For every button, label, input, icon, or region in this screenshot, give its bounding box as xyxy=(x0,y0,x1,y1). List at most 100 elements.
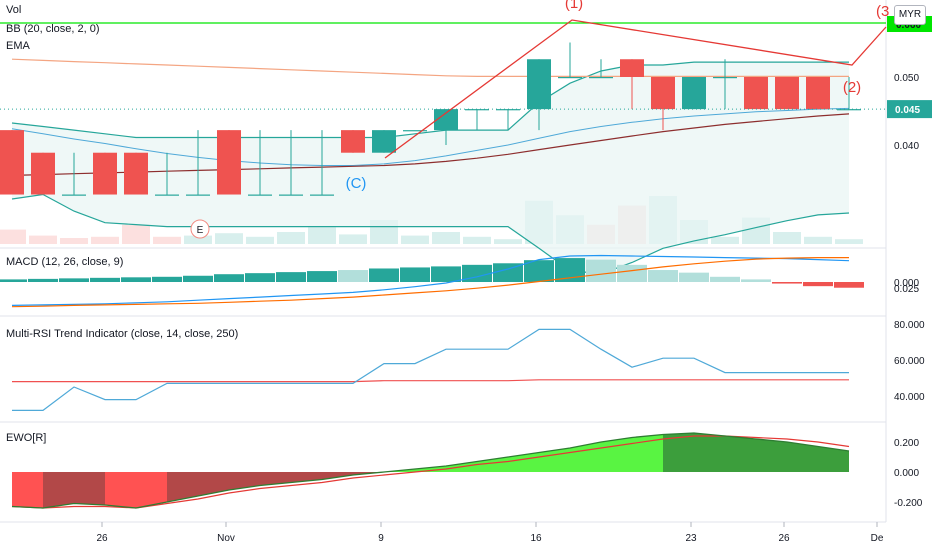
volume-bar xyxy=(0,229,26,244)
time-tick-label: 23 xyxy=(685,533,697,544)
macd-histogram-bar xyxy=(152,276,182,282)
macd-histogram-bar xyxy=(338,270,368,282)
candle-body xyxy=(31,152,55,195)
candle-body xyxy=(589,77,613,79)
bb-band-fill xyxy=(12,62,849,274)
macd-histogram-bar xyxy=(648,270,678,282)
candle-body xyxy=(248,194,272,196)
ewo-area-segment xyxy=(601,437,632,472)
price-tick-label: 0.050 xyxy=(894,73,919,84)
macd-histogram-bar xyxy=(679,272,709,282)
rsi-tick-label: 60.000 xyxy=(894,356,925,367)
volume-bar xyxy=(91,236,119,244)
ewo-area-segment xyxy=(508,452,539,472)
macd-histogram-bar xyxy=(28,278,58,282)
bb-upper-line xyxy=(11,61,849,139)
wave-2-label: (2) xyxy=(843,79,861,96)
candle-body xyxy=(341,130,365,153)
volume-bar xyxy=(804,236,832,244)
macd-line xyxy=(11,254,850,306)
candle-body xyxy=(713,77,737,79)
macd-histogram-bar xyxy=(0,279,27,282)
legend-ewo[interactable]: EWO[R] xyxy=(6,432,47,444)
wave-path xyxy=(384,19,887,159)
wave-3-label: (3 xyxy=(876,3,889,20)
legend-ema[interactable]: EMA xyxy=(6,40,30,52)
volume-bar xyxy=(308,227,336,244)
volume-bar xyxy=(29,235,57,244)
ewo-pane xyxy=(11,432,850,509)
candle-body xyxy=(806,77,830,110)
macd-histogram-bar xyxy=(245,273,275,282)
macd-histogram-bar xyxy=(710,276,740,282)
time-tick-label: Nov xyxy=(217,533,235,544)
ewo-area-segment xyxy=(694,433,725,472)
price-pane: (1) (2) (3 (C) E xyxy=(0,0,889,275)
ewo-area-segment xyxy=(663,433,694,472)
macd-histogram-bar xyxy=(524,260,554,282)
legend-rsi[interactable]: Multi-RSI Trend Indicator (close, 14, cl… xyxy=(6,328,239,340)
legend-bb[interactable]: BB (20, close, 2, 0) xyxy=(6,23,100,35)
legend-macd[interactable]: MACD (12, 26, close, 9) xyxy=(6,256,124,268)
macd-histogram-bar xyxy=(741,279,771,282)
ma-slow-line xyxy=(11,113,850,176)
rsi-reference-line xyxy=(12,379,849,383)
macd-signal-line xyxy=(11,257,849,308)
ewo-area-segment xyxy=(787,442,818,472)
volume-bar xyxy=(60,238,88,244)
macd-histogram-bar xyxy=(555,258,585,282)
wave-1-label: (1) xyxy=(565,0,583,12)
candles xyxy=(0,42,861,196)
price-tick-label: 0.040 xyxy=(894,141,919,152)
candle-body xyxy=(217,130,241,195)
volume-bar xyxy=(339,234,367,244)
candle-body xyxy=(310,194,334,196)
volume-bar xyxy=(773,232,801,244)
candle-body xyxy=(744,77,768,110)
candle-body xyxy=(279,194,303,196)
ewo-area-segment xyxy=(322,472,353,480)
time-tick-label: 26 xyxy=(778,533,790,544)
ewo-area-segment xyxy=(136,472,167,508)
candle-body xyxy=(434,109,458,131)
macd-histogram-bar xyxy=(121,277,151,282)
currency-button[interactable]: MYR xyxy=(894,5,926,25)
ewo-signal-line xyxy=(11,435,850,509)
candle-body xyxy=(465,109,489,111)
volume-bar xyxy=(432,232,460,244)
ewo-area-segment xyxy=(818,446,849,472)
candle-body xyxy=(527,59,551,110)
wave-c-label: (C) xyxy=(346,175,367,192)
volume-bar xyxy=(215,233,243,244)
ewo-area-segment xyxy=(105,472,136,508)
candle-body xyxy=(682,77,706,110)
earnings-label: E xyxy=(197,225,204,236)
macd-histogram-bar xyxy=(214,274,244,282)
ewo-area-segment xyxy=(756,439,787,472)
macd-histogram-bar xyxy=(431,266,461,282)
volume-bar xyxy=(463,236,491,244)
candle-body xyxy=(124,152,148,195)
candle-body xyxy=(155,194,179,196)
ema-line xyxy=(11,58,849,78)
ewo-area-segment xyxy=(229,472,260,490)
ewo-tick-label: 0.000 xyxy=(894,468,919,479)
rsi-line xyxy=(12,328,849,411)
legend-vol[interactable]: Vol xyxy=(6,4,22,16)
ewo-tick-label: 0.200 xyxy=(894,438,919,449)
ewo-area-segment xyxy=(260,472,291,486)
grid xyxy=(0,0,887,523)
macd-histogram-bar xyxy=(307,271,337,282)
time-tick-label: 9 xyxy=(378,533,384,544)
ewo-area-segment xyxy=(632,434,663,472)
macd-histogram-bar xyxy=(493,263,523,282)
volume-bar xyxy=(711,236,739,244)
macd-tick-label: 0.000 xyxy=(894,278,919,289)
candle-body xyxy=(403,130,427,132)
candle-body xyxy=(62,194,86,196)
last-price-tag-text: 0.045 xyxy=(895,105,920,116)
top-price-tag-text: 0.060 xyxy=(896,20,921,31)
macd-histogram-bar xyxy=(803,282,833,287)
candle-body xyxy=(496,109,520,111)
